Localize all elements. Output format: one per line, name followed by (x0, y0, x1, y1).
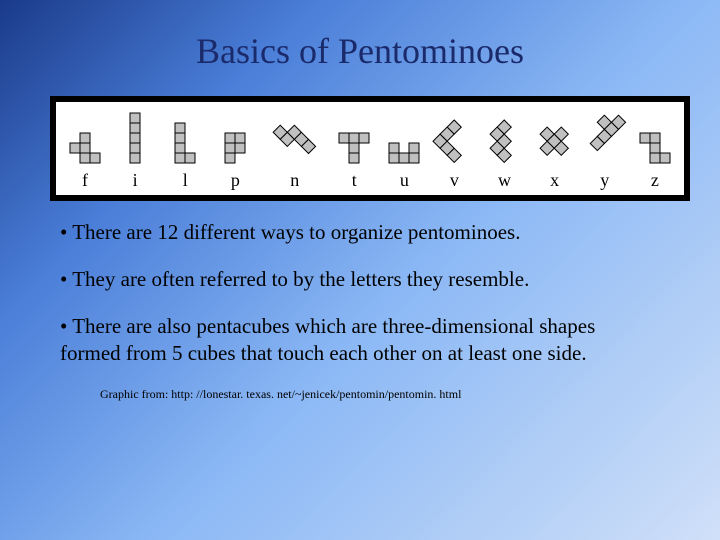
pentomino-shape-n (260, 108, 329, 164)
pentomino-y: y (580, 108, 630, 191)
pentomino-label-n: n (290, 170, 299, 191)
pentomino-i: i (110, 108, 160, 191)
pentomino-t: t (329, 108, 379, 191)
pentomino-shape-u (388, 108, 420, 164)
pentomino-label-x: x (550, 170, 559, 191)
pentomino-label-u: u (400, 170, 409, 191)
bullet-item: • They are often referred to by the lett… (60, 266, 660, 293)
pentomino-label-p: p (231, 170, 240, 191)
pentomino-x: x (530, 108, 580, 191)
pentomino-shape-i (129, 108, 141, 164)
pentomino-l: l (160, 108, 210, 191)
pentomino-p: p (210, 108, 260, 191)
pentomino-shape-z (639, 108, 671, 164)
pentomino-label-v: v (450, 170, 459, 191)
pentomino-v: v (429, 108, 479, 191)
pentomino-label-w: w (498, 170, 511, 191)
pentomino-shape-v (431, 108, 477, 164)
bullet-list: • There are 12 different ways to organiz… (60, 219, 660, 367)
pentomino-shape-t (338, 108, 370, 164)
pentomino-shape-x (531, 108, 577, 164)
slide: Basics of Pentominoes f i l p n t u v w x y z • The… (0, 0, 720, 540)
pentomino-label-f: f (82, 170, 88, 191)
graphic-credit: Graphic from: http: //lonestar. texas. n… (100, 387, 670, 402)
pentomino-shape-p (224, 108, 246, 164)
pentomino-label-z: z (651, 170, 659, 191)
pentomino-label-y: y (600, 170, 609, 191)
bullet-item: • There are also pentacubes which are th… (60, 313, 660, 367)
pentomino-graphic: filpntuvwxyz (56, 102, 684, 195)
pentomino-graphic-frame: filpntuvwxyz (50, 96, 690, 201)
slide-title: Basics of Pentominoes (50, 30, 670, 72)
pentomino-shape-w (481, 108, 527, 164)
pentomino-shape-f (69, 108, 101, 164)
pentomino-n: n (260, 108, 329, 191)
pentomino-u: u (379, 108, 429, 191)
pentomino-w: w (479, 108, 529, 191)
pentomino-shape-y (580, 108, 629, 164)
bullet-item: • There are 12 different ways to organiz… (60, 219, 660, 246)
pentomino-z: z (630, 108, 680, 191)
pentomino-label-t: t (352, 170, 357, 191)
pentomino-f: f (60, 108, 110, 191)
pentomino-label-i: i (133, 170, 138, 191)
pentomino-label-l: l (183, 170, 188, 191)
pentomino-shape-l (174, 108, 196, 164)
